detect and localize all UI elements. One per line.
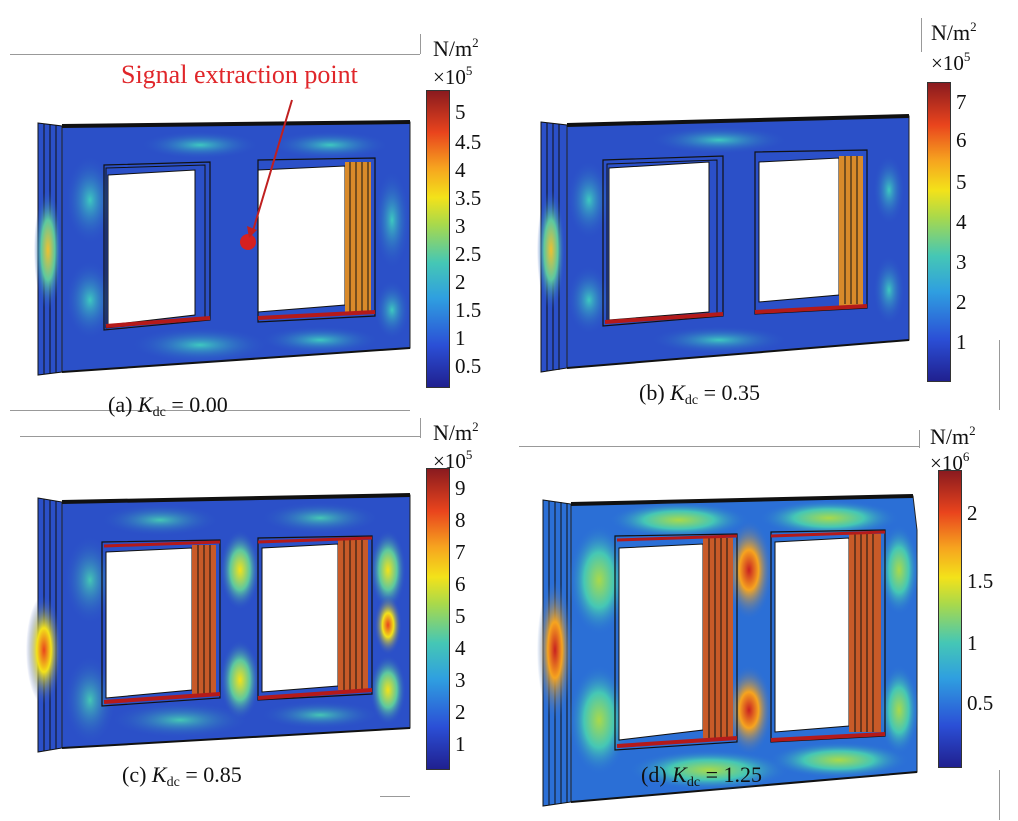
colorbar-unit-b: N/m2 — [931, 19, 977, 45]
core-stress-map-a — [34, 99, 411, 376]
colorbar-tick: 9 — [455, 476, 466, 500]
colorbar-tick: 6 — [455, 572, 466, 596]
colorbar-tick: 6 — [956, 128, 967, 152]
signal-extraction-point-marker — [240, 234, 256, 250]
colorbar-multiplier-d: ×106 — [930, 449, 970, 475]
colorbar-tick: 4.5 — [455, 130, 482, 154]
colorbar-tick: 5 — [956, 170, 967, 194]
colorbar-tick: 2 — [956, 290, 967, 314]
colorbar-tick: 5 — [455, 604, 466, 628]
colorbar-tick: 8 — [455, 508, 466, 532]
panel-c: N/m2 ×105 9 8 7 6 5 4 3 2 1 (c) Kdc = 0.… — [0, 410, 509, 820]
panel-d: N/m2 ×106 2 1.5 1 0.5 (d) Kdc = 1.25 — [509, 410, 1018, 820]
colorbar-tick: 3 — [455, 214, 466, 238]
colorbar-d — [938, 470, 962, 768]
caption-a: (a) Kdc = 0.00 — [108, 392, 228, 420]
panel-a: Signal extraction point N/m2 ×105 5 4.5 … — [0, 0, 509, 420]
panel-b: N/m2 ×105 7 6 5 4 3 2 1 (b) Kdc = 0.35 — [509, 0, 1018, 410]
colorbar-b — [927, 82, 951, 382]
colorbar-multiplier-c: ×105 — [433, 447, 473, 473]
colorbar-tick: 7 — [956, 90, 967, 114]
core-stress-map-b — [537, 114, 910, 373]
colorbar-tick: 4 — [455, 158, 466, 182]
colorbar-tick: 4 — [956, 210, 967, 234]
colorbar-tick: 3 — [455, 668, 466, 692]
colorbar-tick: 1.5 — [455, 298, 482, 322]
colorbar-tick: 0.5 — [455, 354, 482, 378]
colorbar-tick: 4 — [455, 636, 466, 660]
core-stress-map-d — [537, 494, 919, 807]
colorbar-tick: 1 — [455, 326, 466, 350]
colorbar-tick: 2 — [455, 270, 466, 294]
colorbar-tick: 1.5 — [967, 569, 994, 593]
core-stress-map-c — [26, 493, 411, 753]
colorbar-tick: 0.5 — [967, 691, 994, 715]
colorbar-tick: 5 — [455, 100, 466, 124]
colorbar-tick: 1 — [455, 732, 466, 756]
colorbar-unit-a: N/m2 — [433, 35, 479, 61]
caption-b: (b) Kdc = 0.35 — [639, 380, 760, 408]
caption-d: (d) Kdc = 1.25 — [641, 762, 762, 790]
colorbar-tick: 3 — [956, 250, 967, 274]
colorbar-tick: 7 — [455, 540, 466, 564]
colorbar-multiplier-a: ×105 — [433, 63, 473, 89]
colorbar-unit-d: N/m2 — [930, 423, 976, 449]
colorbar-tick: 3.5 — [455, 186, 482, 210]
colorbar-tick: 2 — [455, 700, 466, 724]
colorbar-multiplier-b: ×105 — [931, 49, 971, 75]
colorbar-unit-c: N/m2 — [433, 419, 479, 445]
colorbar-tick: 1 — [956, 330, 967, 354]
signal-extraction-annotation: Signal extraction point — [121, 60, 358, 89]
colorbar-a — [426, 90, 450, 388]
caption-c: (c) Kdc = 0.85 — [122, 762, 242, 790]
colorbar-tick: 2.5 — [455, 242, 482, 266]
colorbar-tick: 2 — [967, 501, 978, 525]
colorbar-c — [426, 468, 450, 770]
colorbar-tick: 1 — [967, 631, 978, 655]
